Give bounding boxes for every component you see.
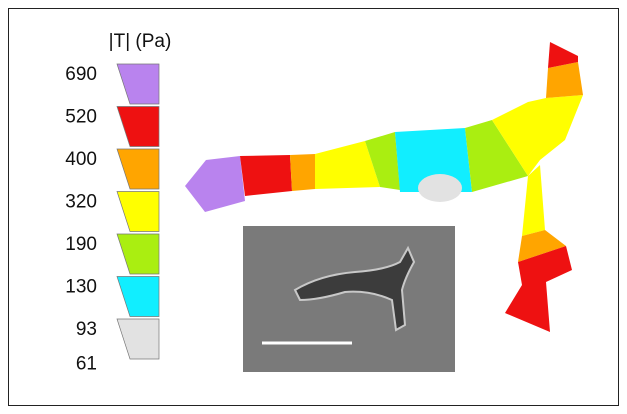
micrograph	[243, 226, 455, 372]
region	[240, 155, 292, 196]
region	[418, 174, 462, 202]
legend-label: 320	[65, 192, 97, 213]
micrograph-background	[243, 226, 455, 372]
legend-label: 93	[76, 319, 97, 340]
legend-label: 520	[65, 107, 97, 128]
legend-label: 190	[65, 234, 97, 255]
region	[290, 154, 315, 191]
figure: |T| (Pa) 690 520 400 320 190 130 93 61	[0, 0, 627, 414]
legend-label: 130	[65, 277, 97, 298]
page: |T| (Pa) 6905204003201901309361 (() => {…	[0, 0, 627, 414]
legend-label: 400	[65, 149, 97, 170]
region	[546, 62, 583, 98]
legend-label: 690	[65, 64, 97, 85]
legend-title: |T| (Pa)	[109, 31, 172, 52]
legend-label: 61	[76, 354, 97, 375]
